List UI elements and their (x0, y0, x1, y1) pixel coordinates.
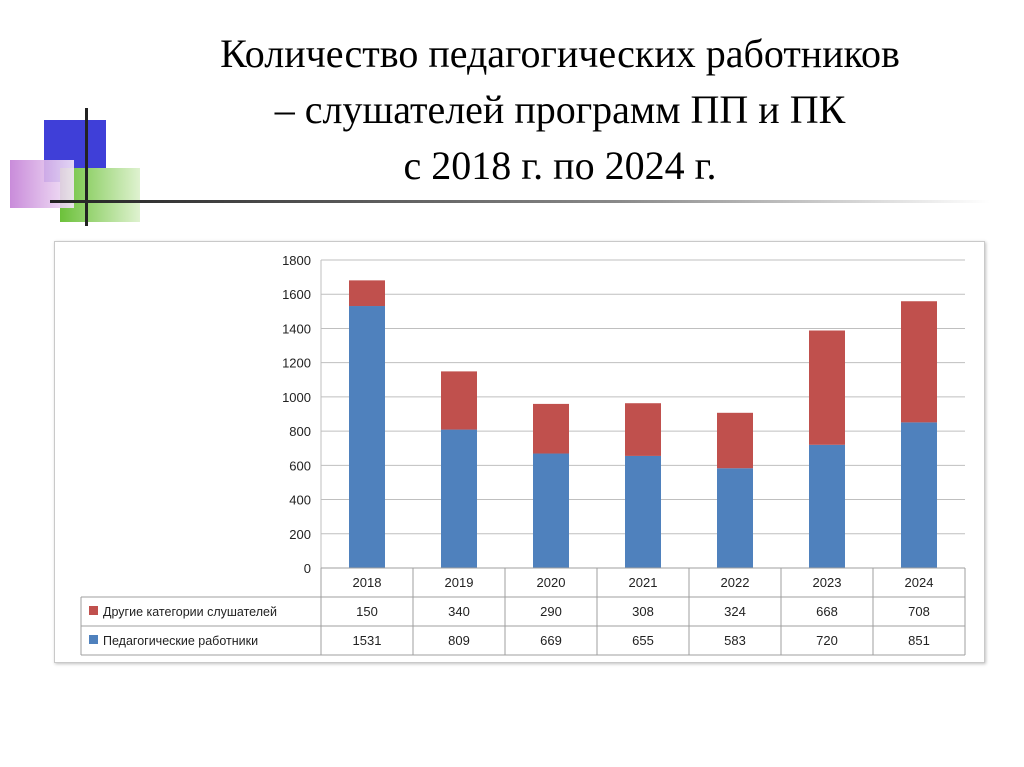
data-label: 1531 (353, 633, 382, 648)
legend-key (89, 606, 98, 615)
bar-segment-pedagogical (717, 468, 753, 568)
legend-label: Другие категории слушателей (103, 605, 277, 619)
x-tick-label: 2023 (813, 575, 842, 590)
title-line-3: с 2018 г. по 2024 г. (403, 143, 717, 188)
data-label: 708 (908, 604, 930, 619)
x-tick-label: 2020 (537, 575, 566, 590)
chart-frame: 0 200 400 600 800 1000 1200 1400 1600 1800 2018 20… (54, 241, 985, 663)
bar-segment-pedagogical (625, 455, 661, 568)
y-tick-label: 1000 (282, 390, 311, 405)
y-tick-label: 400 (289, 493, 311, 508)
data-table: 2018 2019 2020 2021 2022 2023 2024 Другие катег… (80, 567, 966, 656)
data-label: 583 (724, 633, 746, 648)
y-tick-label: 800 (289, 424, 311, 439)
data-label: 669 (540, 633, 562, 648)
legend-key (89, 635, 98, 644)
y-tick-label: 200 (289, 527, 311, 542)
data-label: 340 (448, 604, 470, 619)
data-label: 809 (448, 633, 470, 648)
bar-segment-pedagogical (349, 306, 385, 568)
y-tick-label: 1800 (282, 253, 311, 268)
y-tick-label: 1600 (282, 287, 311, 302)
data-label: 720 (816, 633, 838, 648)
y-tick-label: 600 (289, 458, 311, 473)
data-label: 324 (724, 604, 746, 619)
x-tick-label: 2024 (905, 575, 934, 590)
bar-segment-pedagogical (533, 453, 569, 568)
bars (349, 280, 937, 568)
data-label: 290 (540, 604, 562, 619)
deco-vertical-rule (85, 108, 88, 226)
bar-segment-pedagogical (901, 422, 937, 568)
title-line-1: Количество педагогических работников (220, 31, 900, 76)
y-tick-label: 1200 (282, 356, 311, 371)
bar-segment-other (533, 403, 569, 454)
bar-segment-other (349, 280, 385, 307)
data-label: 851 (908, 633, 930, 648)
x-tick-label: 2018 (353, 575, 382, 590)
slide-title: Количество педагогических работников – с… (95, 26, 1024, 194)
x-tick-label: 2021 (629, 575, 658, 590)
title-line-2: – слушателей программ ПП и ПК (274, 87, 846, 132)
x-tick-label: 2019 (445, 575, 474, 590)
y-tick-label: 0 (304, 561, 311, 576)
bar-segment-other (901, 301, 937, 423)
bar-segment-other (717, 412, 753, 469)
deco-horizontal-rule (50, 200, 990, 203)
data-label: 668 (816, 604, 838, 619)
data-label: 655 (632, 633, 654, 648)
bar-segment-pedagogical (441, 429, 477, 568)
data-label: 308 (632, 604, 654, 619)
bar-segment-other (441, 371, 477, 430)
legend-label: Педагогические работники (103, 634, 258, 648)
y-axis: 0 200 400 600 800 1000 1200 1400 1600 1800 (282, 253, 322, 576)
bar-segment-pedagogical (809, 444, 845, 568)
bar-segment-other (625, 403, 661, 456)
data-label: 150 (356, 604, 378, 619)
decorative-squares (10, 108, 990, 226)
bar-segment-other (809, 330, 845, 445)
y-tick-label: 1400 (282, 321, 311, 336)
x-tick-label: 2022 (721, 575, 750, 590)
